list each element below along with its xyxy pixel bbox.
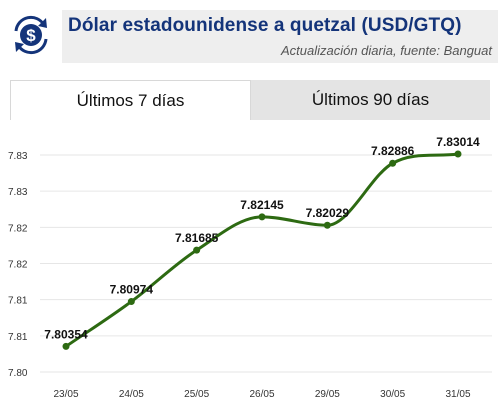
data-label: 7.82145 xyxy=(240,198,284,212)
tab-last-90-days[interactable]: Últimos 90 días xyxy=(251,80,490,120)
x-tick-label: 23/05 xyxy=(53,389,78,400)
header: $ Dólar estadounidense a quetzal (USD/GT… xyxy=(0,0,500,70)
data-label: 7.80974 xyxy=(110,283,154,297)
x-tick-label: 29/05 xyxy=(315,389,340,400)
data-label: 7.82886 xyxy=(371,144,415,158)
y-tick-label: 7.83 xyxy=(8,151,28,162)
data-point xyxy=(127,298,135,306)
data-label: 7.80354 xyxy=(44,327,88,341)
range-tabs: Últimos 7 días Últimos 90 días xyxy=(10,80,490,120)
page-title: Dólar estadounidense a quetzal (USD/GTQ) xyxy=(68,15,462,36)
y-tick-label: 7.82 xyxy=(8,223,28,234)
x-tick-label: 24/05 xyxy=(119,389,144,400)
x-tick-label: 31/05 xyxy=(445,389,470,400)
series-line xyxy=(65,152,459,348)
page-subtitle: Actualización diaria, fuente: Banguat xyxy=(280,43,492,58)
data-point xyxy=(258,213,266,221)
dollar-exchange-icon: $ xyxy=(14,15,48,55)
data-label: 7.82029 xyxy=(306,206,350,220)
y-tick-label: 7.81 xyxy=(8,296,28,307)
x-tick-label: 25/05 xyxy=(184,389,209,400)
y-tick-label: 7.82 xyxy=(8,260,28,271)
exchange-rate-chart: 7.80 7.81 7.81 7.82 7.82 7.83 7.83 23/05 24/05 25… xyxy=(0,130,500,417)
dollar-sign: $ xyxy=(26,26,36,45)
y-tick-label: 7.83 xyxy=(8,187,28,198)
tab-last-7-days[interactable]: Últimos 7 días xyxy=(10,80,251,120)
header-band xyxy=(62,10,498,63)
y-tick-label: 7.81 xyxy=(8,332,28,343)
y-tick-label: 7.80 xyxy=(8,368,28,379)
x-tick-label: 30/05 xyxy=(380,389,405,400)
data-label: 7.81685 xyxy=(175,231,219,245)
data-point xyxy=(193,246,201,254)
data-point xyxy=(454,150,462,158)
line-chart: 7.80 7.81 7.81 7.82 7.82 7.83 7.83 23/05 24/05 25… xyxy=(8,135,492,400)
data-point xyxy=(389,159,397,167)
data-point xyxy=(62,342,70,350)
data-label: 7.83014 xyxy=(436,135,480,149)
x-tick-label: 26/05 xyxy=(249,389,274,400)
data-point xyxy=(323,221,331,229)
